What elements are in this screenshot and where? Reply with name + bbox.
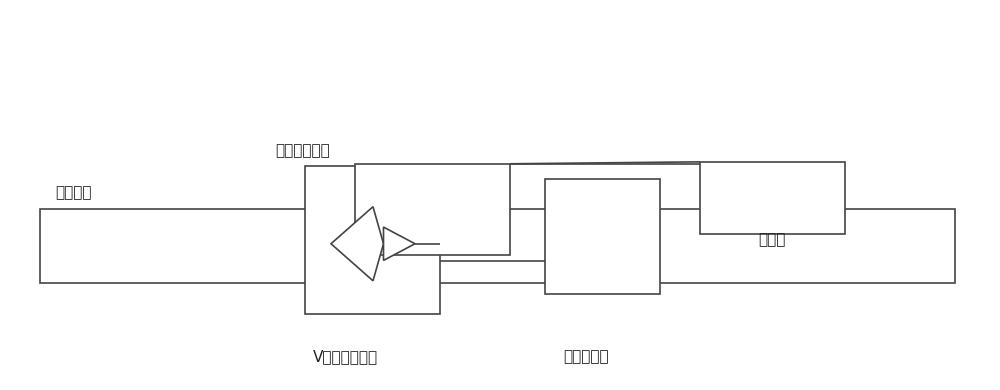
Text: 数据采集模块: 数据采集模块 [275,143,330,158]
Bar [545,179,660,294]
Text: 输油管道: 输油管道 [55,185,92,200]
Text: 计算机: 计算机 [758,233,786,248]
Text: V锥流量传感器: V锥流量传感器 [313,350,378,365]
Text: 温度传感器: 温度传感器 [563,350,609,365]
Bar [40,209,955,283]
Polygon shape [331,207,384,281]
Bar [700,162,845,234]
Polygon shape [384,227,415,261]
Bar [355,164,510,255]
Bar [305,166,440,314]
